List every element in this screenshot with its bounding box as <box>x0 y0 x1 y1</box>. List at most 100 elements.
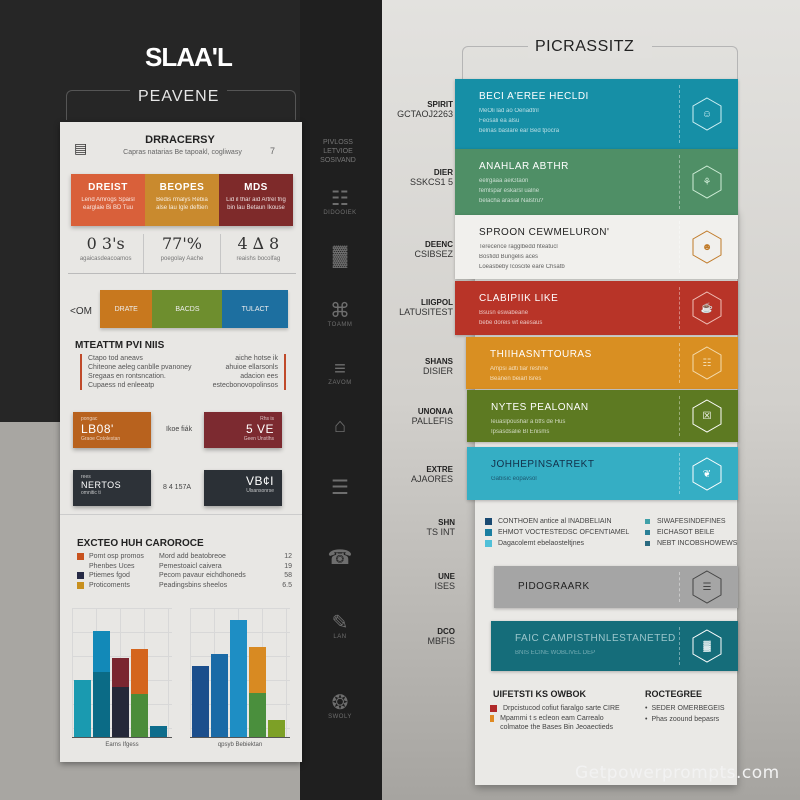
band-desc: belacha arasial Nalstru? <box>479 198 544 204</box>
sidebar-item[interactable]: ☎ <box>300 547 380 569</box>
info-band[interactable]: JOHHEPINSATREKT Gabisic eopavsol ❦ <box>467 447 738 500</box>
tile-connector: 8 4 157A <box>163 484 192 491</box>
band-title: FAIC CAMPISTHNLESTANETED <box>515 633 676 644</box>
metric-item: estecbonovopolinsos <box>212 382 278 389</box>
info-band[interactable]: SPROON CEWMELURON' Terecence ragglbedd ht… <box>455 215 738 279</box>
legend-dot <box>645 530 650 535</box>
band-title: NYTES PEALONAN <box>491 402 589 413</box>
band-title: THIIHASNTTOURAS <box>490 349 592 360</box>
legend-a: CONTHOEN antice al INADBELIAIN EHMOT VOC… <box>485 516 629 549</box>
band-desc: Bosfidd Bungelis aces <box>479 254 539 260</box>
band-divider <box>679 396 680 436</box>
tile-vbci[interactable]: VB¢I Ulsansonrse <box>204 470 282 506</box>
segment-beopes[interactable]: BEOPES Bedis rmalys Rebia alse lau Igle … <box>145 174 219 226</box>
info-band[interactable]: PIDOGRAARK ☰ <box>494 566 738 608</box>
footer-right-list: • SEDER OMERBEGEIS • Phas zoound bepasrs <box>645 703 725 725</box>
row-label-title: DIER <box>433 168 453 177</box>
legend-label: Ptiemes fgod <box>89 572 130 580</box>
row-label: SPIRIT GCTAOJ2263 <box>378 100 453 119</box>
legend-label: NEBT INCOBSHOWEWS <box>657 540 738 547</box>
progress-segment-tulact[interactable]: TULACT <box>222 290 288 328</box>
info-band[interactable]: BECI A'EREE HECLDI MeOli lad ao Oenadtnl F… <box>455 79 738 149</box>
sidebar-item[interactable]: ⌘ TOAMM <box>300 300 380 328</box>
left-card: ▤ DRRACERSY Capras natarias Be tapoakl, … <box>60 122 302 762</box>
row-label: DCO MBFIS <box>395 627 455 646</box>
bar-segment <box>230 620 247 737</box>
legend-desc: Pecom pavaur eichdhoneds <box>159 572 246 580</box>
band-desc: BNIS ECINE WOBLIVEL DEP <box>515 650 596 656</box>
sidebar-item[interactable]: ✎ LAN <box>300 612 380 640</box>
band-title: ANAHLAR ABTHR <box>479 161 569 172</box>
metric-item: Chiteone aeleg canblle pvanoney <box>88 364 192 371</box>
sidebar-item[interactable]: ≡ ZAVOM <box>300 358 380 386</box>
spinner-icon: 7 <box>270 146 276 156</box>
sidebar-item-label: DIDOOIEK <box>323 210 357 216</box>
legend-label: CONTHOEN antice al INADBELIAIN <box>498 518 612 525</box>
hex-glyph: ☕ <box>700 302 714 314</box>
info-band[interactable]: ANAHLAR ABTHR eelrgaaa aeiGtaon femlspar e… <box>455 149 738 215</box>
stat-label: agaicasdeacoamos <box>79 256 132 262</box>
row-label-title: SHANS <box>424 357 453 366</box>
tile-sub: rees <box>81 474 91 480</box>
sidebar-item[interactable]: ⌂ <box>300 415 380 437</box>
metrics-list-right: aiche hotse ik ahuioe ellarsonls adacion… <box>210 354 286 390</box>
bar-segment <box>249 692 266 737</box>
tile-caption: Graoe Cotolestan <box>81 436 121 442</box>
row-label: UNONAA PALLEFIS <box>378 407 453 426</box>
sidebar-item[interactable]: ☷ DIDOOIEK <box>300 188 380 216</box>
sidebar-strip <box>300 0 382 800</box>
legend-value: 6.5 <box>282 581 292 589</box>
progress-segment-bacds[interactable]: BACDS <box>152 290 223 328</box>
band-desc: bebe doreis wt eaesaus <box>479 320 543 326</box>
sidebar-item-label: SWOLY <box>328 714 352 720</box>
segment-dreist[interactable]: DREIST Lerid Amrogs Spaisl earglaie Bi B… <box>71 174 145 226</box>
card-title: DRRACERSY <box>145 134 215 146</box>
hex-glyph: ☺ <box>701 108 713 120</box>
band-title: BECI A'EREE HECLDI <box>479 91 589 102</box>
footer-item: Mpamrni t s ecleon eam Carrealo colmatoe… <box>500 715 614 731</box>
divider <box>60 514 302 515</box>
info-band[interactable]: NYTES PEALONAN leuaslpoushar a btfs de Hu… <box>467 390 738 442</box>
tile-nertos[interactable]: rees NERTOS omnitic ti <box>73 470 151 506</box>
progress-segment-drate[interactable]: DRATE <box>100 290 153 328</box>
title-backdrop <box>528 36 652 58</box>
book-icon: ☷ <box>692 346 722 380</box>
legend-row: Ptiemes fgod Pecom pavaur eichdhoneds 58 <box>77 571 292 581</box>
band-desc: femlspar eskarsl ualne <box>479 188 540 194</box>
row-label-code: GCTAOJ2263 <box>397 109 453 119</box>
tile-lb08[interactable]: pongac LB08' Graoe Cotolestan <box>73 412 151 448</box>
footer-item: SEDER OMERBEGEIS <box>651 705 725 712</box>
bar-segment <box>74 679 91 737</box>
metric-item: adacion ees <box>240 373 278 380</box>
tile-value: 5 VE <box>245 422 274 436</box>
hex-glyph: ☒ <box>702 410 712 422</box>
sidebar-item[interactable]: ❂ SWOLY <box>300 692 380 720</box>
left-subtitle: PEAVENE <box>130 88 228 106</box>
info-band[interactable]: THIIHASNTTOURAS Ampsi adti tiar reshne Bea… <box>466 337 738 389</box>
row-label-title: LIIGPOL <box>421 298 453 307</box>
sidebar-item[interactable]: ☰ <box>300 477 380 499</box>
band-divider <box>679 85 680 143</box>
segment-title: BEOPES <box>159 182 205 193</box>
chart-legend: Pomt osp promos Mord add beatobreoe 12 Phe… <box>77 552 292 590</box>
info-band[interactable]: CLABIPIIK LIKE Bsusn eswabeane bebe doreis… <box>455 281 738 335</box>
stat-value: 77'% <box>162 234 202 253</box>
info-band[interactable]: FAIC CAMPISTHNLESTANETED BNIS ECINE WOBLI… <box>491 621 738 671</box>
bar-segment <box>268 719 285 737</box>
sidebar-item[interactable]: ▓ <box>300 245 380 267</box>
clipboard-icon: ☷ <box>331 188 349 210</box>
segment-mds[interactable]: MDS Lid il thar aid Artrel frig bin lau … <box>219 174 293 226</box>
legend-row: SIWAFESINDEFINES <box>645 516 737 527</box>
segment-desc: Bedis rmalys Rebia alse lau Igle deftien <box>156 197 208 211</box>
hex-glyph: ☻ <box>701 241 713 253</box>
stat-label: poegolay Aache <box>160 256 204 262</box>
hex-glyph: ☷ <box>702 357 712 369</box>
bar-segment <box>131 649 148 694</box>
watermark: Getpowerprompts.com <box>575 763 780 783</box>
band-title: JOHHEPINSATREKT <box>491 459 595 470</box>
metric-item: ahuioe ellarsonls <box>225 364 278 371</box>
band-desc: Beanen beiarl lsres <box>490 376 542 382</box>
stat-3: 4 ∆ 8 reaishs bocolfag <box>221 234 296 273</box>
tile-5ve[interactable]: Rhs is 5 VE Geen Unstlhs <box>204 412 282 448</box>
user-icon: ☺ <box>692 97 722 131</box>
